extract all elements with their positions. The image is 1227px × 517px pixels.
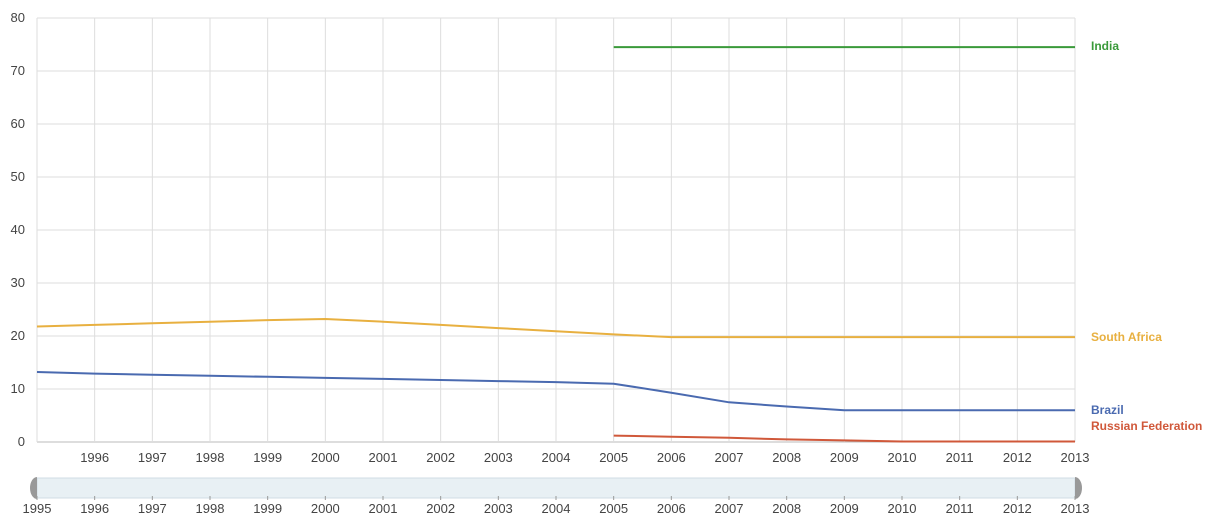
x-tick-label: 1998 bbox=[196, 450, 225, 465]
slider-tick-label: 2008 bbox=[772, 501, 801, 516]
x-tick-label: 2006 bbox=[657, 450, 686, 465]
y-tick-label: 80 bbox=[11, 10, 25, 25]
x-tick-label: 2002 bbox=[426, 450, 455, 465]
series-label-south-africa: South Africa bbox=[1091, 330, 1162, 344]
slider-tick-label: 2000 bbox=[311, 501, 340, 516]
slider-tick-label: 1997 bbox=[138, 501, 167, 516]
slider-tick-label: 1995 bbox=[23, 501, 52, 516]
y-tick-label: 50 bbox=[11, 169, 25, 184]
series-label-russian-federation: Russian Federation bbox=[1091, 419, 1202, 433]
x-tick-label: 2011 bbox=[946, 450, 974, 465]
x-tick-label: 2001 bbox=[369, 450, 398, 465]
x-tick-label: 2010 bbox=[888, 450, 917, 465]
series-line-south-africa bbox=[36, 317, 1075, 339]
slider-tick-label: 2005 bbox=[599, 501, 628, 516]
x-tick-label: 2003 bbox=[484, 450, 513, 465]
slider-handle-end[interactable] bbox=[1075, 477, 1082, 499]
series-line-russian-federation bbox=[613, 434, 1075, 443]
slider-track bbox=[36, 477, 1076, 499]
slider-tick-label: 1996 bbox=[80, 501, 109, 516]
range-slider[interactable]: 1995 1996 1997 1998 1999 2000 2001 2002 2003 2004… bbox=[23, 477, 1090, 516]
y-tick-label: 10 bbox=[11, 381, 25, 396]
series-line-brazil bbox=[36, 371, 1075, 412]
slider-tick-label: 2009 bbox=[830, 501, 859, 516]
grid bbox=[36, 17, 1076, 443]
slider-tick-label: 2006 bbox=[657, 501, 686, 516]
slider-tick-label: 2001 bbox=[369, 501, 398, 516]
slider-tick-label: 2011 bbox=[946, 501, 974, 516]
y-tick-label: 20 bbox=[11, 328, 25, 343]
y-tick-label: 40 bbox=[11, 222, 25, 237]
x-tick-label: 2000 bbox=[311, 450, 340, 465]
y-axis: 0 10 20 30 40 50 60 70 80 bbox=[11, 10, 25, 449]
x-tick-label: 2013 bbox=[1061, 450, 1090, 465]
series-labels: India South Africa Brazil Russian Federatio… bbox=[1091, 39, 1202, 433]
x-tick-label: 2008 bbox=[772, 450, 801, 465]
series-label-india: India bbox=[1091, 39, 1119, 53]
slider-tick-label: 2004 bbox=[542, 501, 571, 516]
slider-tick-label: 2010 bbox=[888, 501, 917, 516]
x-tick-label: 2009 bbox=[830, 450, 859, 465]
x-tick-label: 2005 bbox=[599, 450, 628, 465]
x-tick-label: 1996 bbox=[80, 450, 109, 465]
y-tick-label: 0 bbox=[18, 434, 25, 449]
slider-tick-label: 2007 bbox=[715, 501, 744, 516]
slider-tick-label: 2003 bbox=[484, 501, 513, 516]
x-tick-label: 1997 bbox=[138, 450, 167, 465]
slider-tick-label: 2002 bbox=[426, 501, 455, 516]
slider-tick-label: 2012 bbox=[1003, 501, 1032, 516]
x-tick-label: 2004 bbox=[542, 450, 571, 465]
slider-tick-label: 1999 bbox=[253, 501, 282, 516]
slider-handle-start[interactable] bbox=[30, 477, 37, 499]
y-tick-label: 70 bbox=[11, 63, 25, 78]
slider-tick-label: 2013 bbox=[1061, 501, 1090, 516]
y-tick-label: 30 bbox=[11, 275, 25, 290]
x-tick-label: 1999 bbox=[253, 450, 282, 465]
slider-tick-label: 1998 bbox=[196, 501, 225, 516]
x-axis: 1996 1997 1998 1999 2000 2001 2002 2003 2004 2005… bbox=[80, 450, 1089, 465]
x-tick-label: 2007 bbox=[715, 450, 744, 465]
y-tick-label: 60 bbox=[11, 116, 25, 131]
series-label-brazil: Brazil bbox=[1091, 403, 1124, 417]
x-tick-label: 2012 bbox=[1003, 450, 1032, 465]
series-lines bbox=[36, 46, 1075, 443]
